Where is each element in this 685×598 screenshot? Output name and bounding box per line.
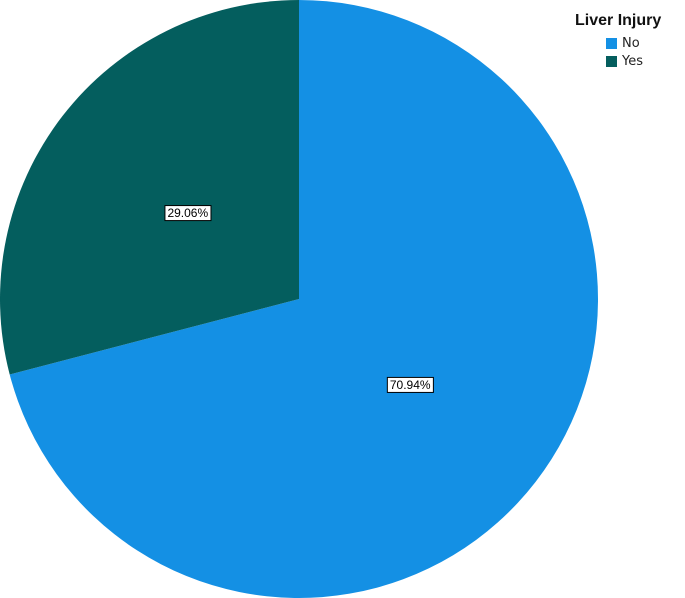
legend-swatch-yes (606, 55, 617, 67)
legend-item-yes: Yes (606, 52, 661, 70)
legend: Liver Injury No Yes (575, 12, 661, 70)
legend-item-no: No (606, 34, 661, 52)
data-label-yes: 29.06% (164, 205, 212, 222)
data-label-box-no (386, 376, 434, 393)
data-label-box-yes (164, 205, 212, 222)
data-label-no: 70.94% (386, 376, 434, 393)
pie-slice-no (9, 0, 598, 598)
data-label-text-yes: 29.06% (167, 206, 208, 220)
legend-swatch-no (606, 37, 617, 49)
legend-label-no: No (622, 35, 640, 51)
legend-label-yes: Yes (622, 53, 643, 69)
legend-title: Liver Injury (575, 12, 662, 29)
pie-slice-yes (0, 0, 299, 375)
data-label-text-no: 70.94% (390, 378, 431, 392)
